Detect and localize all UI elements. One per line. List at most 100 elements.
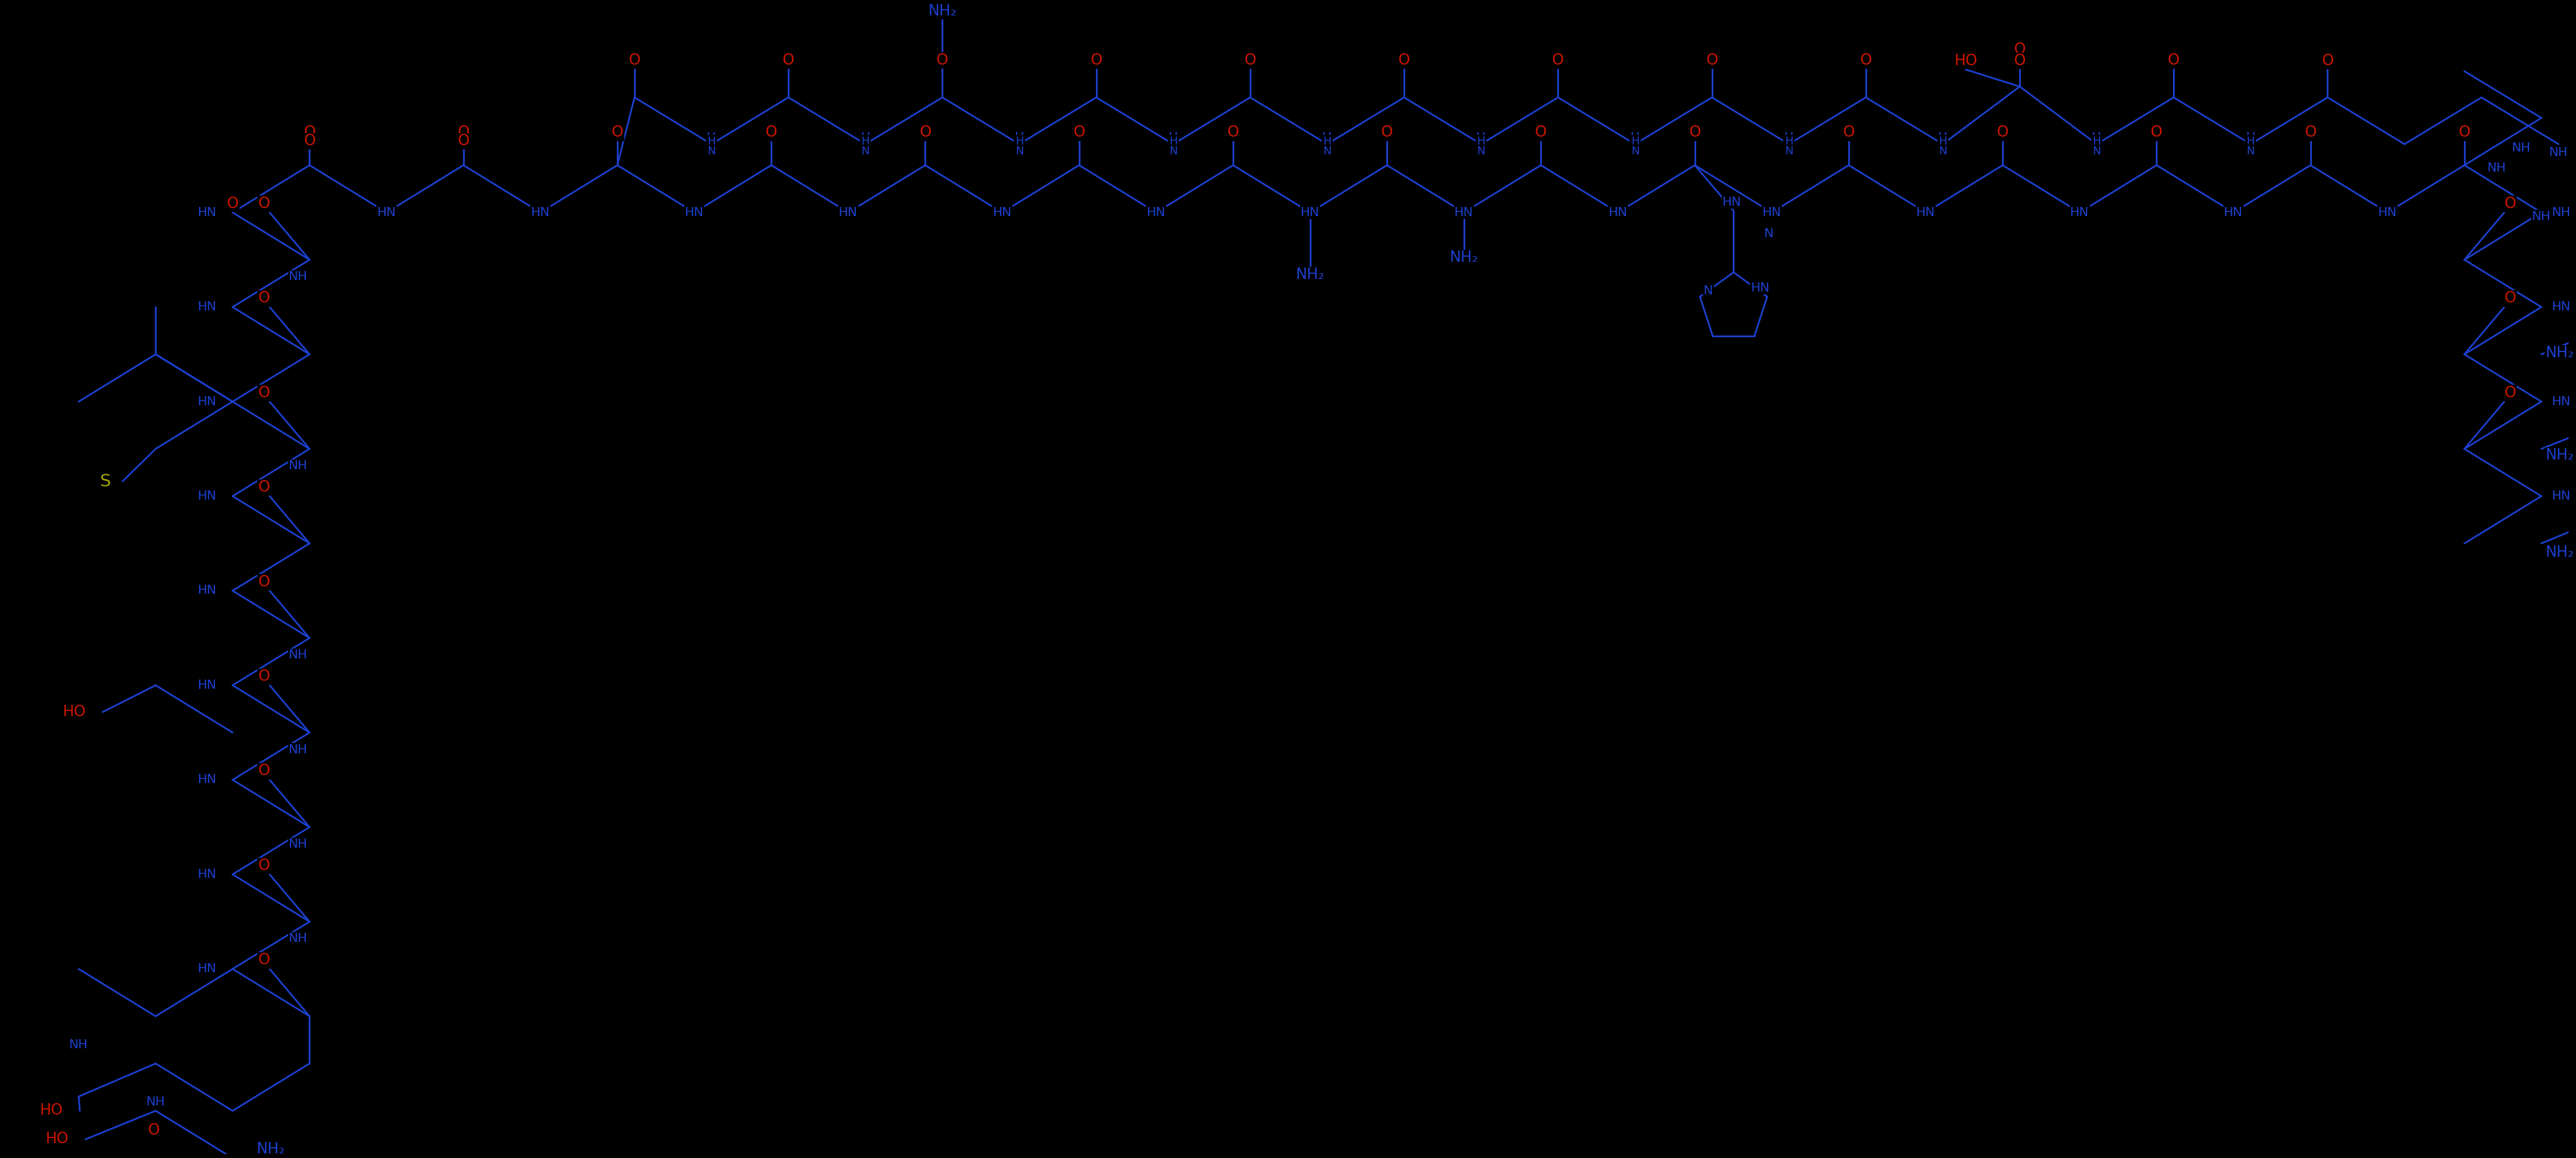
Text: HN: HN [2071,207,2089,218]
Text: HN: HN [198,680,216,691]
Text: H: H [1015,135,1023,147]
Text: NH: NH [70,1039,88,1050]
Text: H
N: H N [1785,132,1793,156]
Text: HN: HN [2553,491,2571,501]
Text: NH: NH [147,1097,165,1108]
Text: H: H [708,135,716,147]
Text: HN: HN [198,207,216,218]
Text: O: O [258,669,270,684]
Text: HN: HN [198,396,216,408]
Text: HN: HN [2553,396,2571,408]
Text: NH₂: NH₂ [927,3,956,19]
Text: NH₂: NH₂ [2545,545,2573,560]
Text: O: O [227,197,240,212]
Text: O: O [147,1123,160,1138]
Text: H: H [1170,135,1177,147]
Text: O: O [2151,125,2161,140]
Text: O: O [1690,125,1700,140]
Text: HO: HO [46,1131,70,1146]
Text: H
N: H N [2092,132,2102,156]
Text: O: O [2169,53,2179,68]
Text: H
N: H N [1015,132,1025,156]
Text: H
N: H N [860,132,871,156]
Text: HN: HN [198,868,216,880]
Text: NH₂: NH₂ [2545,448,2573,463]
Text: HN: HN [2378,207,2396,218]
Text: H
N: H N [1631,132,1641,156]
Text: NH₂: NH₂ [2545,346,2573,360]
Text: O: O [304,125,314,140]
Text: N: N [1170,146,1177,156]
Text: O: O [1860,53,1873,68]
Text: O: O [2504,197,2517,212]
Text: H: H [1631,135,1638,147]
Text: O: O [1553,53,1564,68]
Text: O: O [1381,125,1394,140]
Text: HN: HN [1752,283,1770,294]
Text: O: O [938,53,948,68]
Text: N: N [2246,146,2254,156]
Text: O: O [1244,53,1257,68]
Text: O: O [258,858,270,873]
Text: O: O [1996,125,2009,140]
Text: O: O [1090,53,1103,68]
Text: HN: HN [198,491,216,501]
Text: O: O [1226,125,1239,140]
Text: HN: HN [2553,301,2571,313]
Text: O: O [1399,53,1409,68]
Text: O: O [2014,53,2025,68]
Text: O: O [2321,53,2334,68]
Text: H: H [1324,135,1332,147]
Text: NH: NH [289,838,307,850]
Text: NH₂: NH₂ [258,1142,286,1157]
Text: O: O [765,125,778,140]
Text: HN: HN [1762,207,1780,218]
Text: H
N: H N [1937,132,1947,156]
Text: O: O [459,125,469,140]
Text: NH₂: NH₂ [1296,267,1324,283]
Text: HN: HN [992,207,1012,218]
Text: O: O [1535,125,1546,140]
Text: O: O [258,291,270,306]
Text: N: N [1940,146,1947,156]
Text: O: O [258,574,270,589]
Text: N: N [708,146,716,156]
Text: N: N [1785,146,1793,156]
Text: O: O [2014,42,2025,57]
Text: NH: NH [289,933,307,945]
Text: H: H [1476,135,1486,147]
Text: HN: HN [840,207,858,218]
Text: HO: HO [62,704,85,719]
Text: HN: HN [198,585,216,596]
Text: S: S [100,474,111,490]
Text: NH: NH [289,650,307,661]
Text: O: O [2306,125,2316,140]
Text: O: O [611,125,623,140]
Text: NH: NH [2553,207,2571,218]
Text: O: O [258,197,270,212]
Text: HO: HO [39,1104,62,1119]
Text: H: H [1785,135,1793,147]
Text: O: O [1074,125,1084,140]
Text: NH: NH [2488,162,2506,174]
Text: O: O [1842,125,1855,140]
Text: H
N: H N [1321,132,1332,156]
Text: H: H [860,135,871,147]
Text: HN: HN [376,207,397,218]
Text: HN: HN [531,207,549,218]
Text: O: O [2504,291,2517,306]
Text: HN: HN [685,207,703,218]
Text: N: N [1324,146,1332,156]
Text: HN: HN [376,207,397,218]
Text: NH: NH [2550,147,2568,159]
Text: O: O [459,134,469,148]
Text: O: O [920,125,930,140]
Text: O: O [258,386,270,401]
Text: H: H [2246,135,2254,147]
Text: H
N: H N [706,132,716,156]
Text: NH: NH [289,743,307,755]
Text: NH: NH [289,271,307,283]
Text: HN: HN [198,963,216,975]
Text: O: O [258,764,270,778]
Text: N: N [1765,228,1775,240]
